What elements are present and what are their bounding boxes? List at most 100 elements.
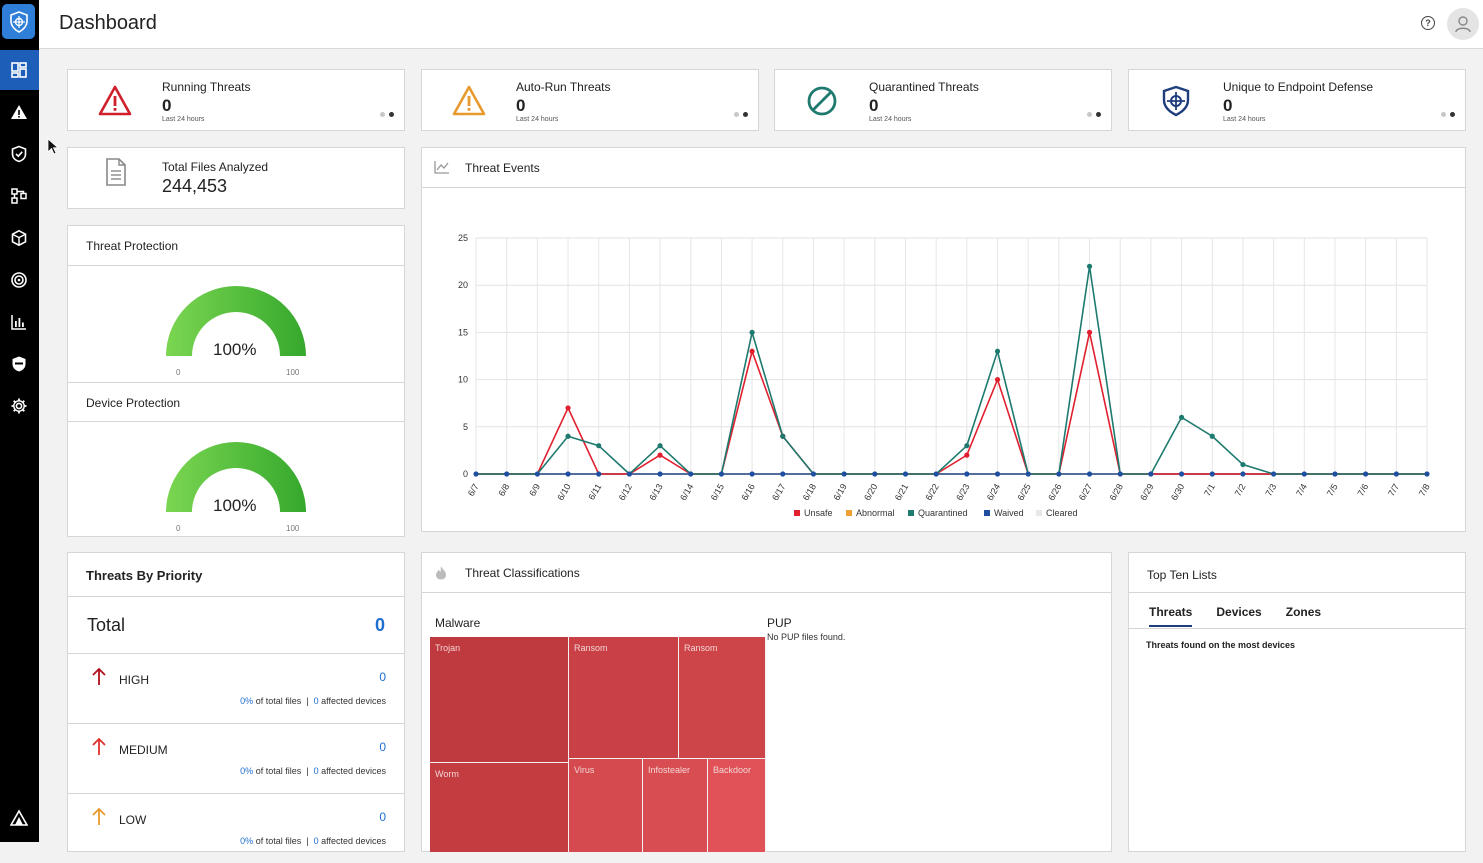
data-point-waived — [1393, 471, 1399, 477]
threat-protection-gauge: 100% 0 100 — [68, 266, 404, 380]
stat-subtitle: Last 24 hours — [869, 116, 912, 123]
classifications-header: Threat Classifications — [422, 553, 1111, 593]
shield-target-icon — [1162, 85, 1190, 117]
legend-swatch — [846, 510, 852, 516]
total-value: 0 — [374, 615, 385, 635]
files-analyzed-card: Total Files Analyzed 244,453 — [67, 147, 405, 209]
data-point-waived — [1056, 471, 1062, 477]
help-icon[interactable]: ? — [1421, 16, 1435, 30]
shield-icon — [11, 145, 27, 163]
x-tick-label: 7/3 — [1263, 482, 1278, 498]
protection-card: Threat Protection 100% 0 100 Device Prot… — [67, 225, 405, 537]
x-tick-label: 6/11 — [586, 482, 603, 502]
sidebar-item-dashboard[interactable] — [9, 60, 29, 80]
sidebar-item-protection[interactable] — [9, 144, 29, 164]
mouse-cursor-icon — [47, 138, 59, 155]
threat-events-header: Threat Events — [422, 148, 1465, 188]
flame-icon — [436, 566, 446, 580]
priority-label: LOW — [119, 813, 147, 827]
sidebar-item-policies[interactable] — [9, 354, 29, 374]
stat-card-autorun-threats[interactable]: Auto-Run Threats 0 Last 24 hours — [421, 69, 759, 131]
y-tick-label: 0 — [463, 469, 468, 479]
stat-card-unique-endpoint[interactable]: Unique to Endpoint Defense 0 Last 24 hou… — [1128, 69, 1466, 131]
x-tick-label: 6/22 — [923, 482, 940, 502]
priority-row-medium[interactable]: MEDIUM 0 0% of total files | 0 affected … — [68, 723, 405, 793]
data-point-unsafe — [657, 452, 663, 458]
sidebar-item-targets[interactable] — [9, 270, 29, 290]
sidebar-brand-mark — [9, 808, 29, 828]
legend-label: Quarantined — [918, 508, 968, 518]
treemap-tile-trojan[interactable]: Trojan — [430, 637, 569, 763]
data-point-quarantined — [780, 433, 786, 439]
treemap-tile-worm[interactable]: Worm — [430, 763, 569, 853]
treemap-tile-virus[interactable]: Virus — [569, 759, 643, 853]
tab-devices[interactable]: Devices — [1216, 605, 1262, 619]
x-tick-label: 7/4 — [1294, 482, 1309, 498]
x-tick-label: 6/19 — [831, 482, 848, 502]
treemap-tile-ransom-2[interactable]: Ransom — [679, 637, 766, 759]
shield-check-icon — [12, 356, 26, 372]
data-point-quarantined — [749, 329, 755, 335]
x-tick-label: 7/7 — [1386, 482, 1401, 498]
carousel-dots[interactable] — [734, 112, 748, 117]
blocked-icon — [807, 86, 837, 116]
alert-icon — [11, 105, 27, 119]
stat-card-quarantined-threats[interactable]: Quarantined Threats 0 Last 24 hours — [774, 69, 1112, 131]
x-tick-label: 6/26 — [1046, 482, 1063, 502]
data-point-quarantined — [565, 433, 571, 439]
data-point-waived — [626, 471, 632, 477]
sidebar — [0, 0, 39, 842]
data-point-waived — [1025, 471, 1031, 477]
legend-swatch — [794, 510, 800, 516]
y-tick-label: 5 — [463, 422, 468, 432]
sidebar-item-settings[interactable] — [9, 396, 29, 416]
carousel-dots[interactable] — [380, 112, 394, 117]
gauge-arc — [166, 286, 306, 356]
gauge-max: 100 — [286, 524, 300, 533]
priority-value: 0 — [379, 670, 386, 684]
bar-chart-icon — [11, 315, 26, 330]
sidebar-item-packages[interactable] — [9, 228, 29, 248]
avatar[interactable] — [1447, 8, 1479, 40]
gauge-max: 100 — [286, 368, 300, 377]
app-logo[interactable] — [2, 4, 35, 39]
user-icon — [1455, 16, 1471, 33]
sidebar-item-reports[interactable] — [9, 312, 29, 332]
data-point-waived — [810, 471, 817, 477]
device-protection-gauge: 100% 0 100 — [68, 422, 404, 536]
data-point-quarantined — [994, 348, 1001, 354]
sidebar-item-network[interactable] — [9, 186, 29, 206]
priority-pct: 0% — [240, 836, 254, 846]
network-icon — [11, 188, 27, 204]
tab-threats[interactable]: Threats — [1149, 605, 1193, 627]
data-point-waived — [841, 471, 847, 477]
treemap-tile-backdoor[interactable]: Backdoor — [708, 759, 766, 853]
x-tick-label: 6/13 — [647, 482, 664, 502]
carousel-dots[interactable] — [1087, 112, 1101, 117]
legend-label: Abnormal — [856, 508, 895, 518]
threat-events-title: Threat Events — [465, 161, 540, 175]
warning-icon — [98, 85, 132, 116]
data-point-waived — [534, 471, 540, 477]
priority-row-high[interactable]: HIGH 0 0% of total files | 0 affected de… — [68, 653, 405, 723]
carousel-dots[interactable] — [1441, 112, 1455, 117]
treemap-tile-infostealer[interactable]: Infostealer — [643, 759, 708, 853]
top-ten-card: Top Ten Lists Threats Devices Zones Thre… — [1128, 552, 1466, 852]
line-chart-icon — [434, 161, 449, 174]
series-line-unsafe — [476, 332, 1427, 475]
tab-zones[interactable]: Zones — [1285, 605, 1322, 619]
device-protection-title: Device Protection — [68, 382, 404, 422]
x-tick-label: 7/6 — [1355, 482, 1370, 498]
sidebar-item-alerts[interactable] — [9, 102, 29, 122]
stat-card-running-threats[interactable]: Running Threats 0 Last 24 hours — [67, 69, 405, 131]
treemap-tile-ransom[interactable]: Ransom — [569, 637, 679, 759]
stat-subtitle: Last 24 hours — [162, 116, 205, 123]
priority-row-low[interactable]: LOW 0 0% of total files | 0 affected dev… — [68, 793, 405, 863]
document-icon — [106, 158, 126, 186]
gauge-value: 100% — [213, 496, 257, 515]
data-point-waived — [902, 471, 909, 477]
gauge-chart — [166, 442, 306, 512]
x-tick-label: 6/10 — [555, 482, 572, 502]
priority-title: Threats By Priority — [68, 553, 404, 597]
pup-empty-text: No PUP files found. — [767, 632, 846, 642]
